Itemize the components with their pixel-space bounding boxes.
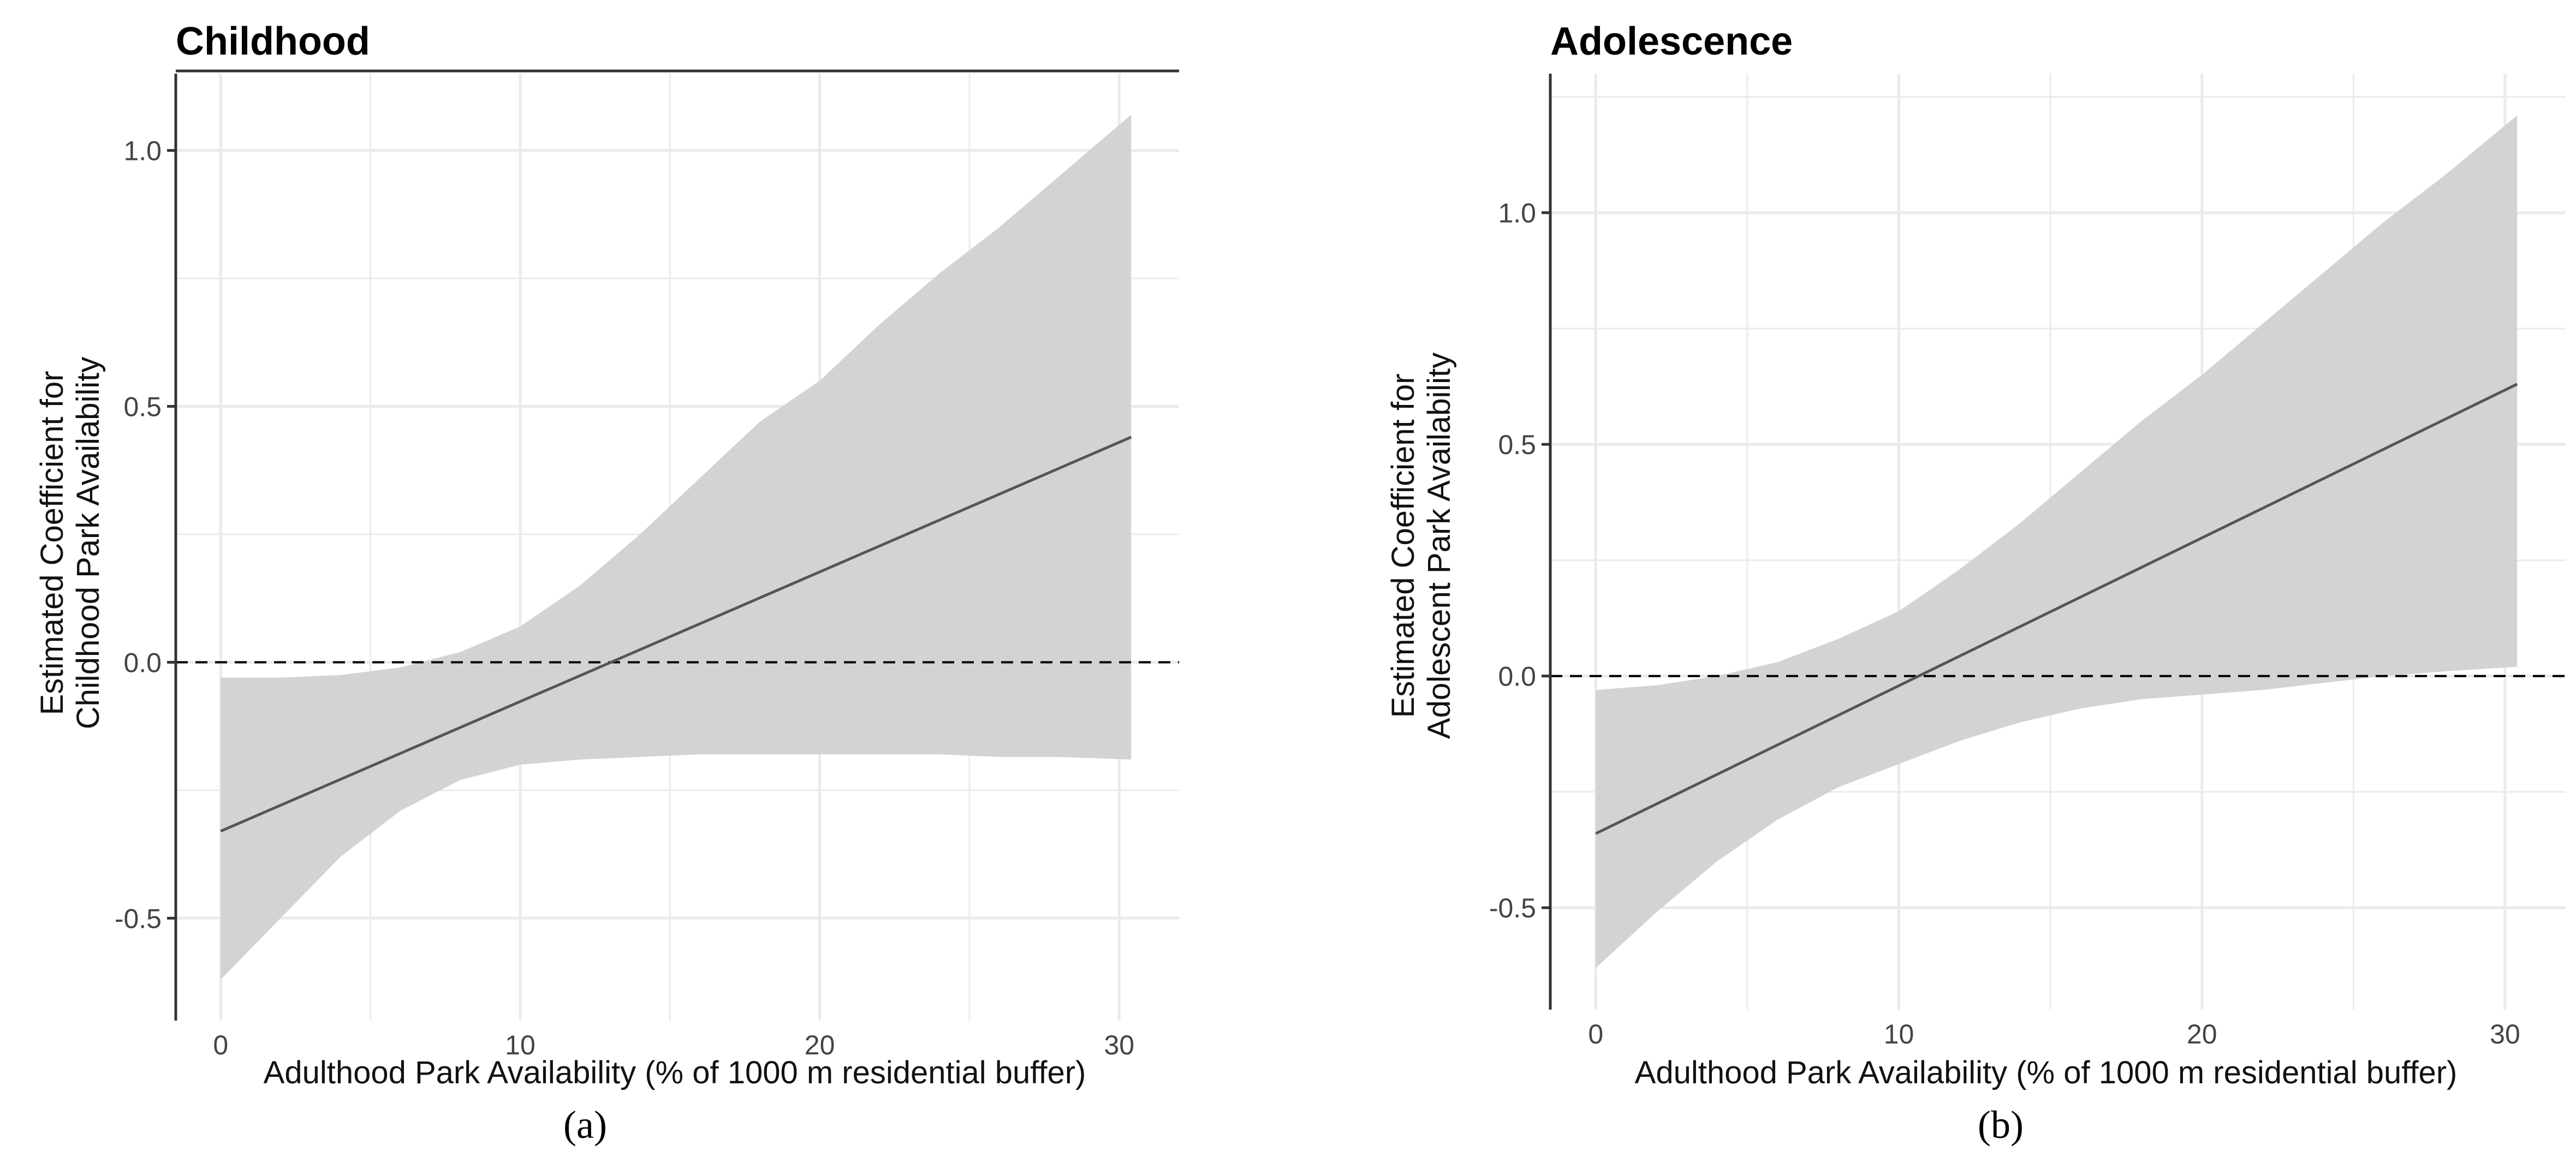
panel-b-line-layer: [1595, 383, 2518, 835]
panel-a-xlabel: Adulthood Park Availability (% of 1000 m…: [264, 1055, 1086, 1090]
x-tick-label-3: 30: [1104, 1030, 1134, 1060]
panel-b-band-layer: [1596, 115, 2518, 968]
panel-b: -0.5 0.0 0.5 1.0 0 10 20 30 Adolescence Adultho…: [1385, 20, 2566, 1090]
panel-a-ylabel-line-2: Childhood Park Availability: [70, 357, 106, 729]
y-tick-label-2: 0.5: [1498, 430, 1536, 460]
y-tick-label-0: -0.5: [115, 903, 162, 934]
panel-label-a: (a): [563, 1103, 607, 1147]
confidence-band: [221, 115, 1132, 980]
x-tick-label-1: 10: [505, 1030, 536, 1060]
y-tick-label-1: 0.0: [123, 648, 162, 678]
x-tick-label-2: 20: [805, 1030, 835, 1060]
y-tick-label-3: 1.0: [123, 136, 162, 166]
panel-b-xlabel: Adulthood Park Availability (% of 1000 m…: [1635, 1055, 2458, 1090]
estimate-line-0: [220, 436, 1132, 833]
panel-b-axes: -0.5 0.0 0.5 1.0 0 10 20 30: [1489, 74, 2520, 1049]
x-tick-label-1: 10: [1884, 1019, 1914, 1049]
x-tick-label-0: 0: [1588, 1019, 1603, 1049]
panel-a-ylabel-line-1: Estimated Coefficient for: [34, 371, 70, 715]
panel-b-ylabel-line-1: Estimated Coefficient for: [1385, 374, 1421, 718]
y-tick-label-3: 1.0: [1498, 198, 1536, 229]
x-tick-label-2: 20: [2187, 1019, 2217, 1049]
panel-a: -0.5 0.0 0.5 1.0 0 10 20 30 Childhood Adulthood…: [34, 20, 1179, 1090]
x-tick-label-0: 0: [213, 1030, 228, 1060]
panel-b-title: Adolescence: [1550, 20, 1793, 63]
panel-b-ylabel-line-2: Adolescent Park Availability: [1421, 353, 1457, 739]
panel-a-title: Childhood: [176, 20, 370, 63]
estimate-line-0: [1595, 383, 2518, 835]
y-tick-label-2: 0.5: [123, 392, 162, 422]
confidence-band: [1596, 115, 2518, 968]
panel-a-band-layer: [221, 115, 1132, 980]
y-tick-label-1: 0.0: [1498, 661, 1536, 692]
y-tick-label-0: -0.5: [1489, 893, 1536, 923]
panel-label-b: (b): [1978, 1103, 2024, 1147]
x-tick-label-3: 30: [2490, 1019, 2520, 1049]
panel-a-line-layer: [220, 436, 1132, 833]
panel-a-axes: -0.5 0.0 0.5 1.0 0 10 20 30: [115, 69, 1179, 1060]
